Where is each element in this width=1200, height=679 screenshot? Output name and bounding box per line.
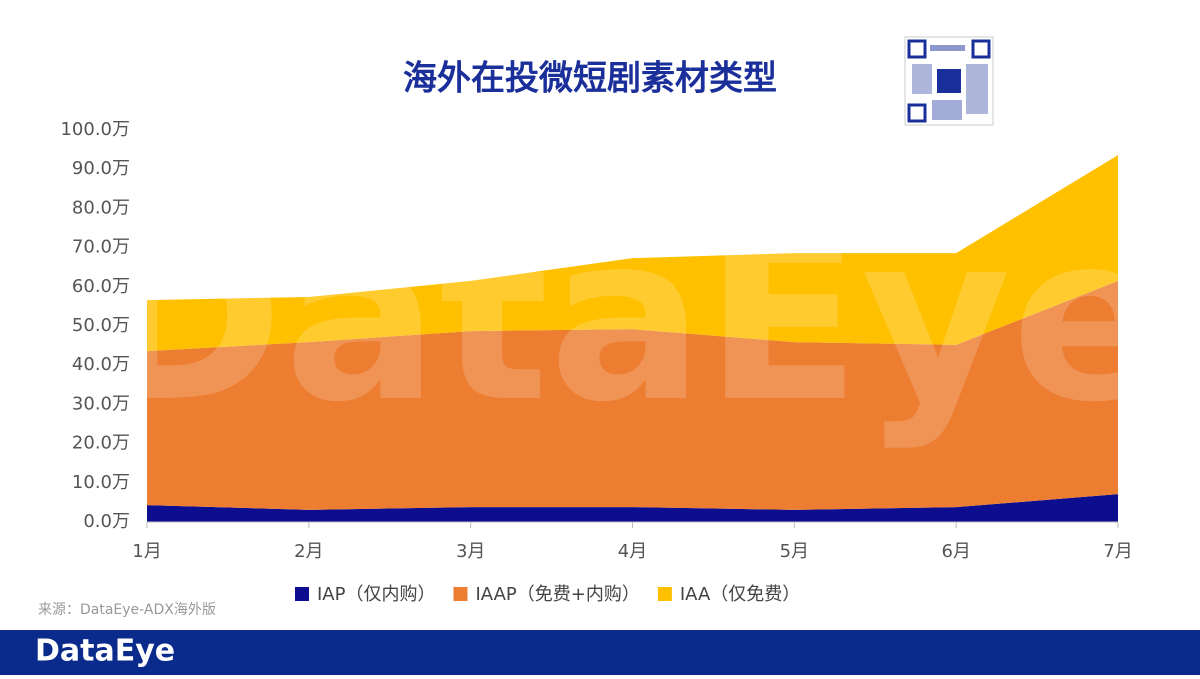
x-tick-label: 7月 <box>1103 541 1132 562</box>
qr-code <box>904 36 994 126</box>
y-tick-label: 70.0万 <box>72 237 130 258</box>
x-tick-label: 6月 <box>941 541 970 562</box>
y-tick-label: 50.0万 <box>72 315 130 336</box>
y-tick-label: 40.0万 <box>72 354 130 375</box>
legend: IAP（仅内购） IAAP（免费+内购） IAA（仅免费） <box>295 584 800 605</box>
y-tick-label: 20.0万 <box>72 433 130 454</box>
footer-bar <box>0 630 1200 675</box>
legend-swatch <box>657 587 672 601</box>
source-note: 来源：DataEye-ADX海外版 <box>38 602 216 618</box>
legend-label: IAA（仅免费） <box>680 584 800 605</box>
chart-title: 海外在投微短剧素材类型 <box>403 59 777 99</box>
legend-label: IAAP（免费+内购） <box>475 584 639 605</box>
legend-swatch <box>453 587 468 601</box>
area <box>147 494 1118 522</box>
y-tick-label: 90.0万 <box>72 158 130 179</box>
qr-corner <box>907 103 927 123</box>
area <box>147 155 1118 352</box>
y-tick-label: 10.0万 <box>72 472 130 493</box>
plot-area <box>147 155 1118 522</box>
x-tick-label: 2月 <box>294 541 323 562</box>
x-tick-label: 1月 <box>132 541 161 562</box>
legend-label: IAP（仅内购） <box>317 584 435 605</box>
x-tick-label: 4月 <box>618 541 647 562</box>
y-tick-label: 60.0万 <box>72 276 130 297</box>
qr-corner <box>907 39 927 59</box>
y-tick-label: 0.0万 <box>83 511 130 532</box>
legend-swatch <box>295 587 309 601</box>
qr-corner <box>971 39 991 59</box>
watermark: DataEye <box>93 186 1167 453</box>
qr-pattern <box>966 64 988 114</box>
qr-pattern <box>930 45 965 51</box>
footer-brand: DataEye <box>35 634 175 669</box>
x-tick-label: 3月 <box>456 541 485 562</box>
qr-logo <box>937 69 961 93</box>
area <box>147 280 1118 510</box>
y-tick-label: 30.0万 <box>72 393 130 414</box>
x-tick-label: 5月 <box>780 541 809 562</box>
y-tick-label: 100.0万 <box>60 119 130 140</box>
qr-pattern <box>932 100 962 120</box>
qr-pattern <box>912 64 932 94</box>
y-tick-label: 80.0万 <box>72 197 130 218</box>
